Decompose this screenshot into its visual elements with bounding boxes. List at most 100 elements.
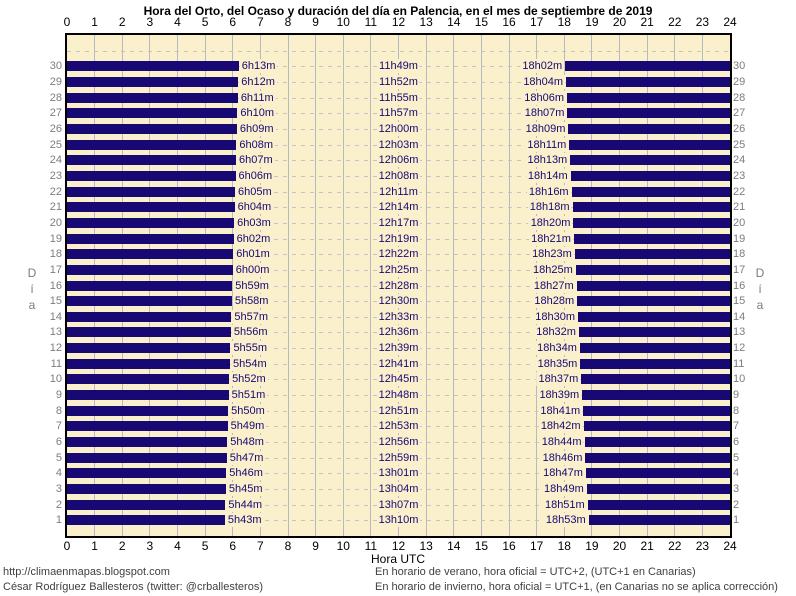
night-bar-after-sunset bbox=[565, 61, 730, 72]
x-axis-bottom-tick-label: 12 bbox=[391, 539, 406, 553]
sunset-time-label: 18h11m bbox=[525, 137, 569, 152]
night-bar-before-sunrise bbox=[67, 155, 236, 166]
x-axis-bottom-tick-label: 11 bbox=[364, 539, 378, 553]
night-bar-before-sunrise bbox=[67, 202, 235, 213]
x-axis-top-tick-label: 24 bbox=[723, 15, 737, 29]
x-axis-bottom-tick-label: 20 bbox=[612, 539, 627, 553]
day-number-left: 3 bbox=[55, 483, 62, 496]
daylight-duration-label: 12h06m bbox=[376, 153, 421, 168]
night-bar-before-sunrise bbox=[67, 421, 228, 432]
sunrise-time-label: 5h45m bbox=[226, 482, 265, 497]
day-number-right: 21 bbox=[733, 201, 746, 214]
sunrise-time-label: 6h13m bbox=[239, 59, 278, 74]
x-axis-top-tick-label: 6 bbox=[229, 15, 237, 29]
day-number-right: 18 bbox=[733, 248, 746, 261]
x-axis-top-tick-label: 1 bbox=[91, 15, 98, 29]
daylight-duration-label: 13h04m bbox=[376, 482, 421, 497]
day-number-left: 21 bbox=[49, 201, 62, 214]
day-number-left: 1 bbox=[55, 514, 62, 527]
sunset-time-label: 18h27m bbox=[531, 278, 576, 293]
night-bar-after-sunset bbox=[585, 468, 730, 479]
sunset-time-label: 18h49m bbox=[542, 482, 586, 497]
night-bar-before-sunrise bbox=[67, 264, 233, 275]
x-axis-bottom-tick-label: 17 bbox=[529, 539, 544, 553]
sunset-time-label: 18h06m bbox=[522, 90, 566, 105]
sunrise-time-label: 5h54m bbox=[230, 356, 269, 371]
sunrise-time-label: 6h07m bbox=[236, 153, 275, 168]
y-axis-label-char: a bbox=[28, 298, 36, 312]
day-number-right: 23 bbox=[733, 169, 746, 182]
sunset-time-label: 18h46m bbox=[540, 450, 585, 465]
sunset-time-label: 18h39m bbox=[537, 388, 582, 403]
day-number-right: 16 bbox=[733, 279, 746, 292]
night-bar-after-sunset bbox=[578, 311, 730, 322]
night-bar-after-sunset bbox=[567, 92, 730, 103]
night-bar-after-sunset bbox=[570, 170, 730, 181]
night-bar-before-sunrise bbox=[67, 170, 236, 181]
x-axis-top-tick-label: 10 bbox=[336, 15, 350, 29]
footer-note-summer: En horario de verano, hora oficial = UTC… bbox=[375, 566, 696, 578]
x-axis-bottom-tick-label: 15 bbox=[474, 539, 489, 553]
night-bar-before-sunrise bbox=[67, 108, 238, 119]
sunset-time-label: 18h16m bbox=[526, 184, 571, 199]
x-axis-label: Hora UTC bbox=[370, 552, 425, 566]
day-number-right: 28 bbox=[733, 91, 746, 104]
sunset-time-label: 18h34m bbox=[535, 341, 579, 356]
day-number-right: 2 bbox=[733, 498, 740, 511]
x-axis-top-tick-label: 12 bbox=[391, 15, 406, 29]
x-axis-bottom-tick-label: 2 bbox=[118, 539, 126, 553]
night-bar-before-sunrise bbox=[67, 249, 234, 260]
day-number-left: 11 bbox=[50, 357, 62, 370]
daylight-duration-label: 12h45m bbox=[376, 372, 421, 387]
night-bar-before-sunrise bbox=[67, 76, 239, 87]
daylight-duration-label: 12h53m bbox=[376, 419, 421, 434]
sunrise-time-label: 5h48m bbox=[228, 435, 266, 450]
night-bar-before-sunrise bbox=[67, 484, 226, 495]
day-number-left: 4 bbox=[55, 467, 62, 480]
night-bar-before-sunrise bbox=[67, 452, 227, 463]
x-axis-top-tick-label: 7 bbox=[257, 15, 264, 29]
x-axis-top-tick-label: 8 bbox=[284, 15, 292, 29]
daylight-duration-label: 11h52m bbox=[377, 74, 420, 89]
day-number-left: 23 bbox=[49, 169, 62, 182]
night-bar-after-sunset bbox=[575, 264, 730, 275]
x-axis-bottom-tick-label: 7 bbox=[257, 539, 264, 553]
daylight-duration-label: 12h25m bbox=[376, 262, 421, 277]
day-number-left: 14 bbox=[49, 310, 62, 323]
x-axis-bottom-tick-label: 16 bbox=[502, 539, 516, 553]
day-number-right: 27 bbox=[733, 107, 746, 120]
x-axis-top-tick-label: 14 bbox=[447, 15, 461, 29]
x-axis-top-tick-label: 16 bbox=[502, 15, 516, 29]
day-number-left: 26 bbox=[49, 122, 62, 135]
daylight-duration-label: 12h59m bbox=[376, 450, 421, 465]
day-number-left: 18 bbox=[49, 248, 62, 261]
day-number-left: 17 bbox=[49, 263, 62, 276]
sunset-time-label: 18h23m bbox=[530, 247, 574, 262]
daylight-duration-label: 12h03m bbox=[376, 137, 421, 152]
night-bar-after-sunset bbox=[572, 202, 730, 213]
night-bar-after-sunset bbox=[588, 515, 730, 526]
sunset-time-label: 18h51m bbox=[542, 497, 587, 512]
sunset-time-label: 18h04m bbox=[521, 74, 566, 89]
day-number-right: 13 bbox=[733, 326, 746, 339]
night-bar-after-sunset bbox=[577, 296, 730, 307]
sunset-time-label: 18h47m bbox=[541, 466, 585, 481]
day-number-right: 17 bbox=[733, 263, 746, 276]
night-bar-after-sunset bbox=[579, 343, 730, 354]
sunset-time-label: 18h07m bbox=[522, 106, 567, 121]
night-bar-after-sunset bbox=[583, 405, 730, 416]
night-bar-after-sunset bbox=[582, 390, 730, 401]
daylight-duration-label: 13h01m bbox=[376, 466, 421, 481]
daylight-duration-label: 12h22m bbox=[376, 247, 421, 262]
day-number-left: 12 bbox=[49, 342, 62, 355]
x-axis-bottom-tick-label: 1 bbox=[91, 539, 98, 553]
footer-url: http://climaenmapas.blogspot.com bbox=[3, 566, 170, 578]
sunrise-time-label: 5h49m bbox=[228, 419, 267, 434]
sunset-time-label: 18h13m bbox=[525, 153, 570, 168]
sunrise-time-label: 5h43m bbox=[225, 513, 264, 528]
night-bar-after-sunset bbox=[566, 76, 730, 87]
day-number-right: 29 bbox=[733, 75, 746, 88]
plot-area: 5h43m 13h10m 18h53m 5h44m 13h07m 18h51m 5h45m 1… bbox=[65, 33, 732, 538]
night-bar-before-sunrise bbox=[67, 468, 227, 479]
night-bar-before-sunrise bbox=[67, 499, 226, 510]
